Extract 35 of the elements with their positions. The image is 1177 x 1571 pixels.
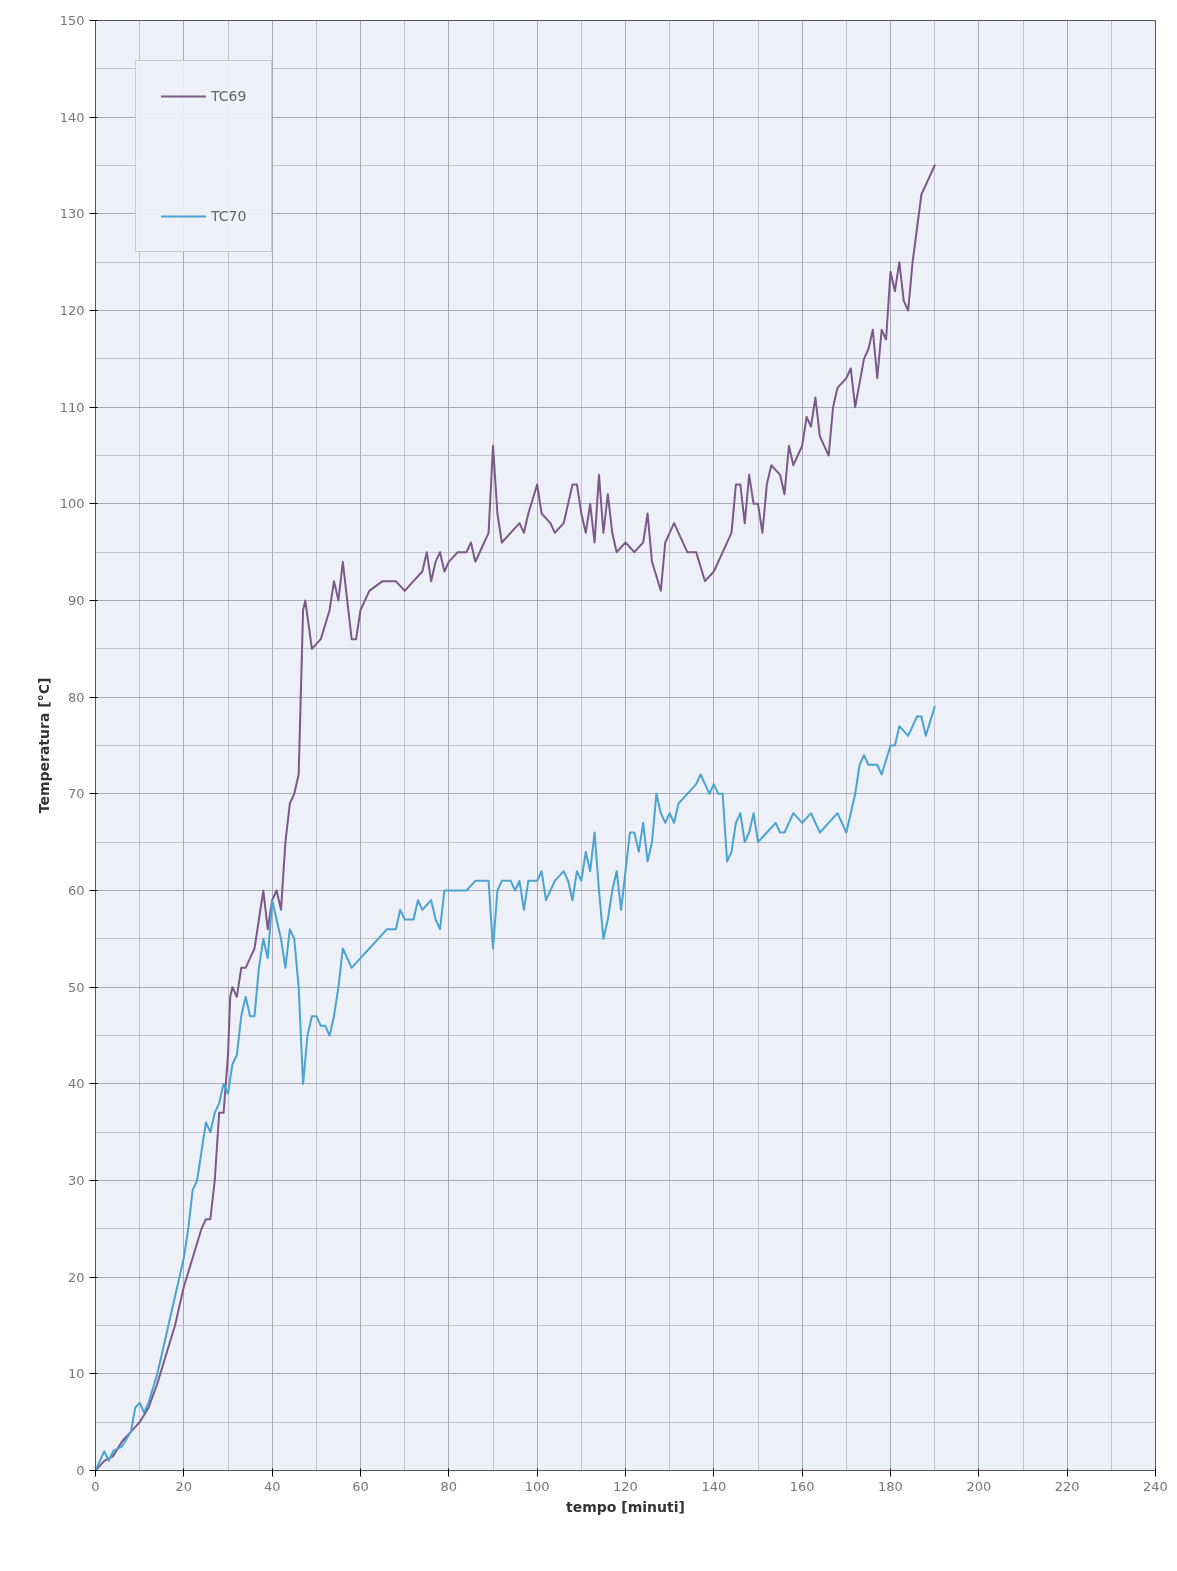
legend-label: TC70	[211, 208, 247, 224]
y-tick-label: 10	[67, 1366, 85, 1382]
y-axis-title: Temperatura [°C]	[35, 677, 52, 814]
y-tick-label: 60	[67, 883, 85, 898]
line-series	[95, 705, 936, 1471]
y-tick-label: 90	[67, 593, 85, 608]
x-tick-label: 200	[966, 1478, 992, 1494]
y-tick-label: 120	[59, 303, 85, 318]
y-tick-label: 100	[59, 496, 85, 512]
y-tick-label: 30	[67, 1173, 85, 1188]
y-tick-label: 0	[76, 1463, 85, 1478]
x-tick-label: 80	[440, 1478, 458, 1494]
y-tick-label: 70	[67, 786, 85, 802]
x-tick-label: 0	[91, 1478, 100, 1494]
x-tick-label: 220	[1054, 1478, 1080, 1494]
y-tick-label: 20	[67, 1269, 85, 1285]
x-tick-label: 160	[789, 1478, 815, 1494]
y-tick-label: 50	[67, 979, 85, 995]
y-tick-label: 40	[67, 1076, 85, 1092]
y-tick-label: 130	[59, 206, 85, 222]
x-tick-label: 240	[1143, 1478, 1168, 1494]
x-tick-label: 40	[263, 1478, 281, 1494]
legend-label: TC69	[211, 88, 247, 104]
x-tick-label: 100	[524, 1478, 550, 1494]
x-tick-label: 20	[175, 1478, 193, 1494]
y-tick-label: 80	[67, 689, 85, 705]
y-tick-label: 150	[59, 13, 85, 28]
x-axis-title: tempo [minuti]	[566, 1498, 685, 1515]
y-tick-label: 110	[59, 399, 85, 415]
x-tick-label: 140	[701, 1478, 727, 1494]
x-tick-label: 180	[878, 1478, 903, 1494]
y-tick-label: 140	[59, 109, 85, 125]
x-tick-label: 120	[613, 1478, 638, 1494]
line-series	[95, 164, 936, 1471]
x-tick-label: 60	[352, 1478, 369, 1494]
